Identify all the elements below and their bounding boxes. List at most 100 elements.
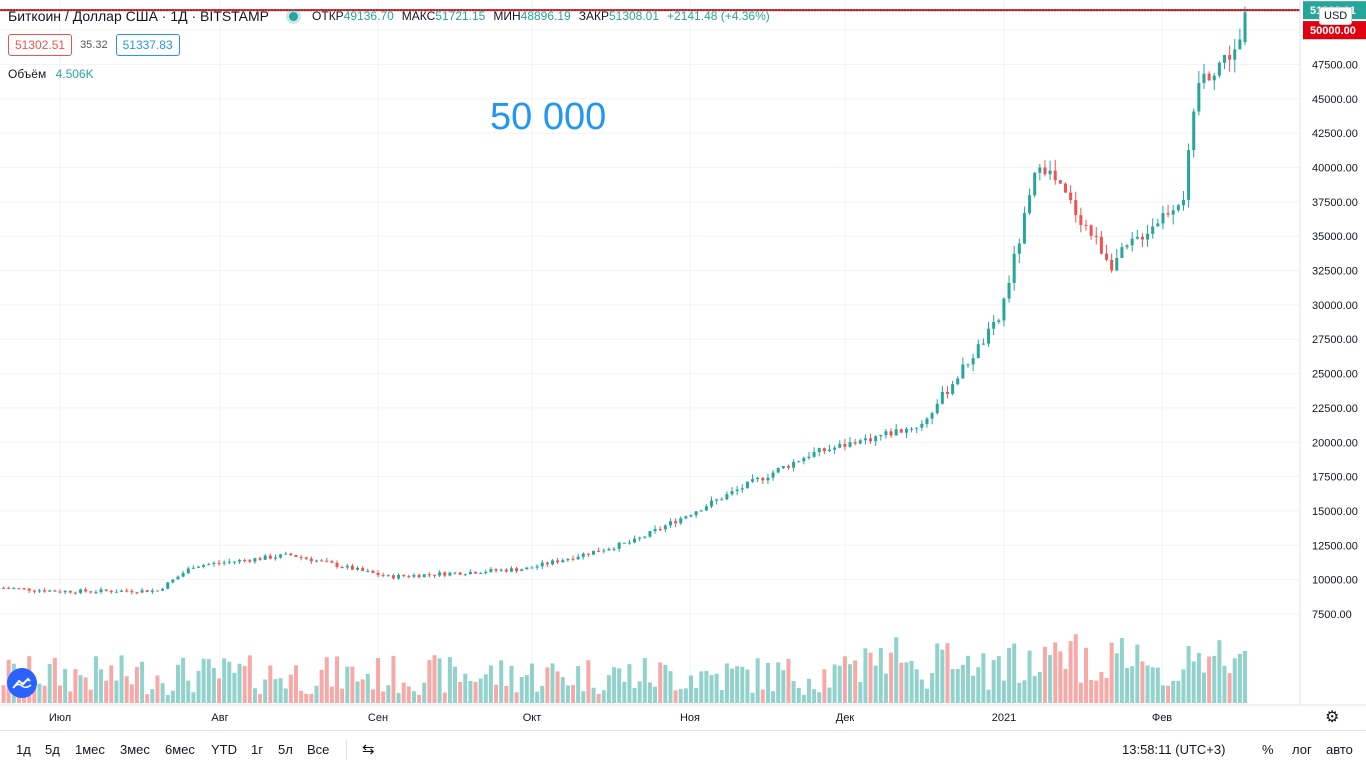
volume-bar (232, 672, 237, 703)
candle-body (1151, 226, 1155, 234)
volume-bar (478, 678, 483, 703)
percent-toggle[interactable]: % (1262, 742, 1274, 757)
volume-bar (483, 674, 488, 703)
candle-body (474, 571, 478, 574)
candle-body (915, 427, 919, 429)
volume-bar (376, 658, 381, 703)
candle-body (530, 567, 534, 569)
volume-bar (411, 691, 416, 703)
currency-button[interactable]: USD (1319, 7, 1353, 25)
volume-bar (832, 664, 837, 703)
tf-3m[interactable]: 3мес (120, 742, 150, 757)
candle-body (663, 525, 667, 530)
volume-bar (324, 657, 329, 703)
candle-body (197, 566, 201, 568)
tf-1d[interactable]: 1д (16, 742, 31, 757)
symbol-title[interactable]: Биткоин / Доллар США · 1Д · BITSTAMP (8, 8, 270, 24)
candle-body (253, 558, 257, 562)
volume-bar (1130, 666, 1135, 703)
candle-body (397, 574, 401, 579)
candle-body (207, 564, 211, 566)
volume-bar (417, 694, 422, 703)
price-chart[interactable]: 55000.0052500.0050000.0047500.0045000.00… (0, 0, 1366, 730)
volume-bar (694, 687, 699, 703)
volume-bar (88, 689, 93, 703)
candle-body (489, 569, 493, 572)
tradingview-logo-icon[interactable] (7, 668, 37, 698)
candle-body (971, 358, 975, 365)
candle-body (776, 468, 780, 473)
candle-body (37, 590, 41, 592)
candle-body (494, 569, 498, 571)
volume-bar (1196, 652, 1201, 703)
volume-bar (591, 687, 596, 703)
date-range-icon[interactable]: ⇆ (362, 741, 375, 758)
candle-body (166, 582, 170, 589)
candle-body (550, 560, 554, 565)
time-tick-label: 2021 (992, 712, 1016, 724)
volume-bar (853, 660, 858, 703)
volume-bar (1099, 671, 1104, 703)
candle-body (961, 364, 965, 379)
candle-body (68, 590, 72, 593)
volume-bar (981, 653, 986, 703)
candle-body (145, 590, 149, 592)
volume-bar (529, 663, 534, 703)
candle-body (58, 591, 62, 593)
volume-bar (950, 669, 955, 703)
tf-all[interactable]: Все (307, 742, 330, 757)
candle-body (1007, 282, 1011, 299)
toolbar-divider (346, 740, 347, 760)
volume-bar (340, 688, 345, 703)
tf-5d[interactable]: 5д (45, 742, 60, 757)
candlesticks (2, 6, 1247, 595)
tf-1m[interactable]: 1мес (75, 742, 105, 757)
auto-toggle[interactable]: авто (1326, 742, 1353, 757)
level-annotation[interactable]: 50 000 (490, 96, 607, 138)
candle-body (904, 428, 908, 433)
sell-button[interactable]: 51302.51 (8, 34, 73, 56)
volume-bar (817, 692, 822, 703)
candle-body (325, 560, 329, 562)
level-price-tag: 50000.00 (1310, 25, 1356, 37)
volume-bar (801, 694, 806, 703)
tf-6m[interactable]: 6мес (165, 742, 195, 757)
candle-body (925, 418, 929, 425)
tf-5y[interactable]: 5л (278, 742, 293, 757)
volume-bar (935, 643, 940, 703)
volume-bar (909, 661, 914, 703)
candle-body (556, 560, 560, 563)
change-value: +2141.48 (+4.36%) (667, 9, 770, 23)
candle-body (468, 571, 472, 575)
volume-bar (1017, 682, 1022, 703)
candle-body (828, 449, 831, 452)
buy-button[interactable]: 51337.83 (115, 34, 180, 56)
clock[interactable]: 13:58:11 (UTC+3) (1122, 742, 1226, 757)
volume-bar (1140, 661, 1145, 703)
volume-bar (406, 686, 411, 703)
volume-bar (1073, 634, 1078, 703)
volume-bar (1078, 682, 1083, 703)
volume-bar (160, 683, 165, 703)
volume-bar (586, 660, 591, 703)
volume-bar (104, 680, 109, 703)
candle-body (940, 391, 944, 404)
tf-1y[interactable]: 1г (251, 742, 263, 757)
candle-body (966, 364, 970, 366)
candle-body (1223, 55, 1227, 63)
log-toggle[interactable]: лог (1292, 742, 1312, 757)
candle-body (176, 576, 180, 580)
tf-ytd[interactable]: YTD (211, 742, 237, 757)
candle-body (43, 590, 47, 592)
volume-bar (206, 659, 211, 703)
volume-bar (730, 668, 735, 703)
time-tick-label: Сен (368, 712, 388, 724)
gear-icon[interactable]: ⚙ (1325, 709, 1340, 726)
volume-bar (796, 687, 801, 703)
candle-body (725, 494, 729, 500)
candle-body (1069, 192, 1073, 201)
candle-body (884, 431, 888, 436)
volume-bar (32, 687, 37, 703)
candle-body (243, 559, 247, 561)
candle-body (438, 572, 442, 576)
